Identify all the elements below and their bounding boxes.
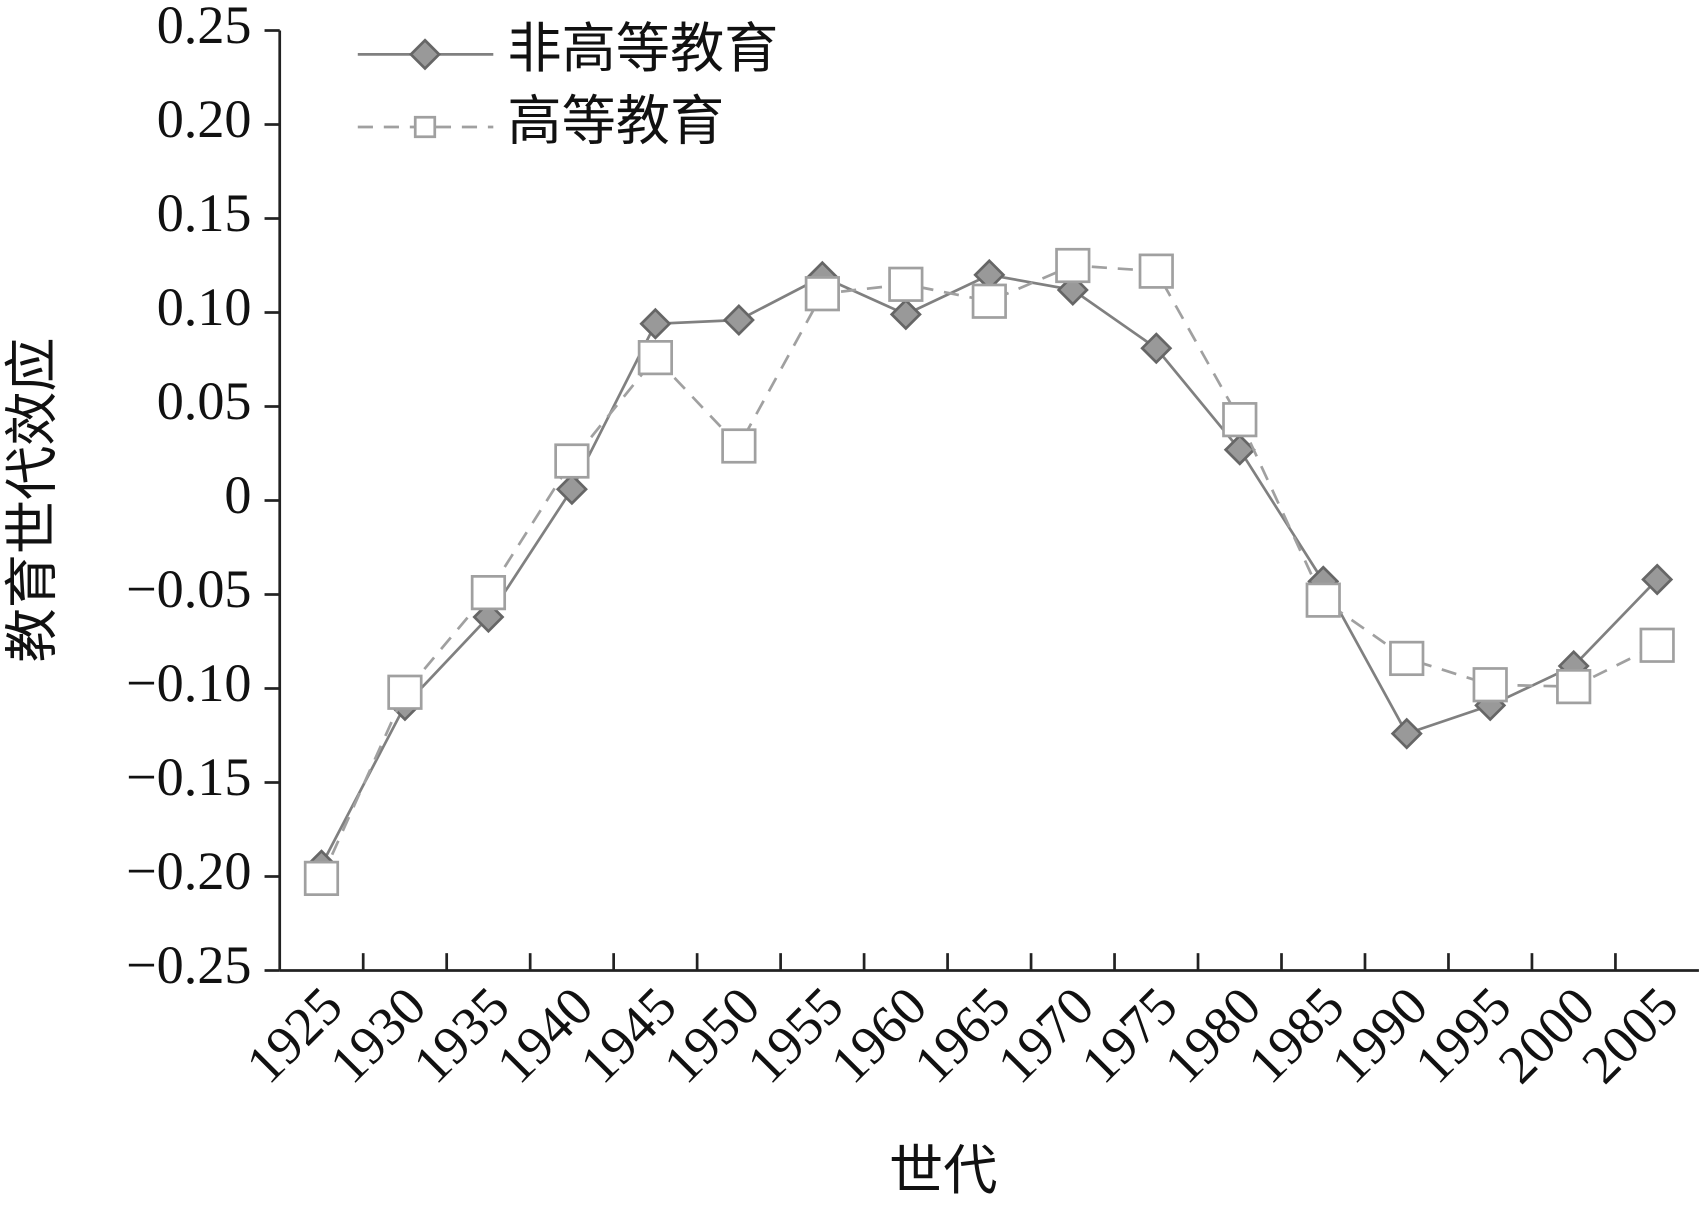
legend-marker [413,115,437,139]
x-axis-title: 世代 [889,1141,997,1201]
point [971,283,1007,319]
y-tick-label: 0.05 [157,371,252,431]
point [1138,253,1174,289]
x-tick-label: 2005 [1570,976,1689,1095]
point [639,307,672,340]
y-tick-label: −0.15 [126,747,251,807]
point [1140,332,1173,365]
legend-label: 高等教育 [507,91,724,151]
point [1556,669,1592,705]
point [303,860,340,896]
point [1472,667,1508,703]
y-tick-label: 0.20 [157,89,252,149]
point [722,304,755,337]
point [721,428,757,464]
point [1641,563,1674,596]
point [1389,640,1425,677]
series-line [320,264,1658,879]
legend-marker [408,38,442,71]
point [555,473,588,506]
point [1639,627,1675,663]
y-tick-label: 0.15 [157,183,252,243]
point [1305,582,1341,618]
y-tick-label: −0.10 [126,653,251,713]
point [1390,717,1423,750]
point [1055,247,1091,284]
legend-label: 非高等教育 [507,19,778,79]
point [470,575,507,611]
point [889,298,922,331]
series-line [320,273,1659,866]
y-tick-label: 0.10 [157,277,252,337]
point [387,674,423,710]
point [1056,273,1089,306]
point [637,340,674,376]
y-tick-label: −0.20 [126,841,251,901]
point [1223,433,1256,466]
y-axis-title: 教育世代效应 [2,337,62,662]
point [554,443,590,479]
y-tick-label: −0.25 [126,935,251,995]
point [804,276,840,312]
y-tick-label: −0.05 [126,559,251,619]
y-tick-label: 0.25 [157,0,252,55]
y-tick-label: 0 [224,465,251,525]
point [1222,402,1258,438]
point [888,266,924,302]
